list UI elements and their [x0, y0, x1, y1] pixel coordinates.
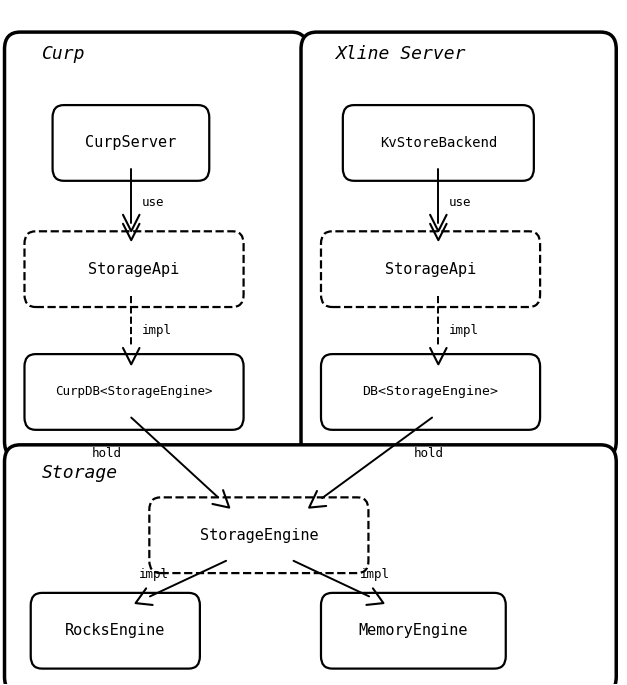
FancyBboxPatch shape	[31, 593, 200, 669]
FancyBboxPatch shape	[4, 445, 616, 685]
FancyBboxPatch shape	[321, 354, 540, 429]
Text: hold: hold	[413, 447, 443, 460]
FancyBboxPatch shape	[53, 105, 209, 181]
FancyBboxPatch shape	[321, 232, 540, 307]
Text: impl: impl	[361, 568, 391, 581]
Text: Storage: Storage	[42, 464, 118, 482]
Text: use: use	[449, 196, 472, 209]
Text: DB<StorageEngine>: DB<StorageEngine>	[362, 386, 498, 399]
FancyBboxPatch shape	[343, 105, 534, 181]
Text: KvStoreBackend: KvStoreBackend	[380, 136, 497, 150]
Text: impl: impl	[142, 324, 172, 337]
Text: StorageApi: StorageApi	[385, 262, 476, 277]
FancyBboxPatch shape	[24, 232, 243, 307]
Text: StorageEngine: StorageEngine	[199, 527, 318, 543]
Text: RocksEngine: RocksEngine	[65, 623, 166, 638]
Text: impl: impl	[139, 568, 169, 581]
FancyBboxPatch shape	[301, 32, 616, 458]
FancyBboxPatch shape	[149, 497, 369, 573]
FancyBboxPatch shape	[4, 32, 307, 458]
Text: StorageApi: StorageApi	[88, 262, 180, 277]
Text: Curp: Curp	[42, 45, 85, 63]
FancyBboxPatch shape	[24, 354, 243, 429]
Text: use: use	[142, 196, 164, 209]
Text: impl: impl	[449, 324, 479, 337]
Text: MemoryEngine: MemoryEngine	[359, 623, 468, 638]
Text: CurpServer: CurpServer	[85, 136, 177, 151]
Text: hold: hold	[92, 447, 122, 460]
Text: CurpDB<StorageEngine>: CurpDB<StorageEngine>	[55, 386, 213, 399]
FancyBboxPatch shape	[321, 593, 506, 669]
Text: Xline Server: Xline Server	[335, 45, 466, 63]
